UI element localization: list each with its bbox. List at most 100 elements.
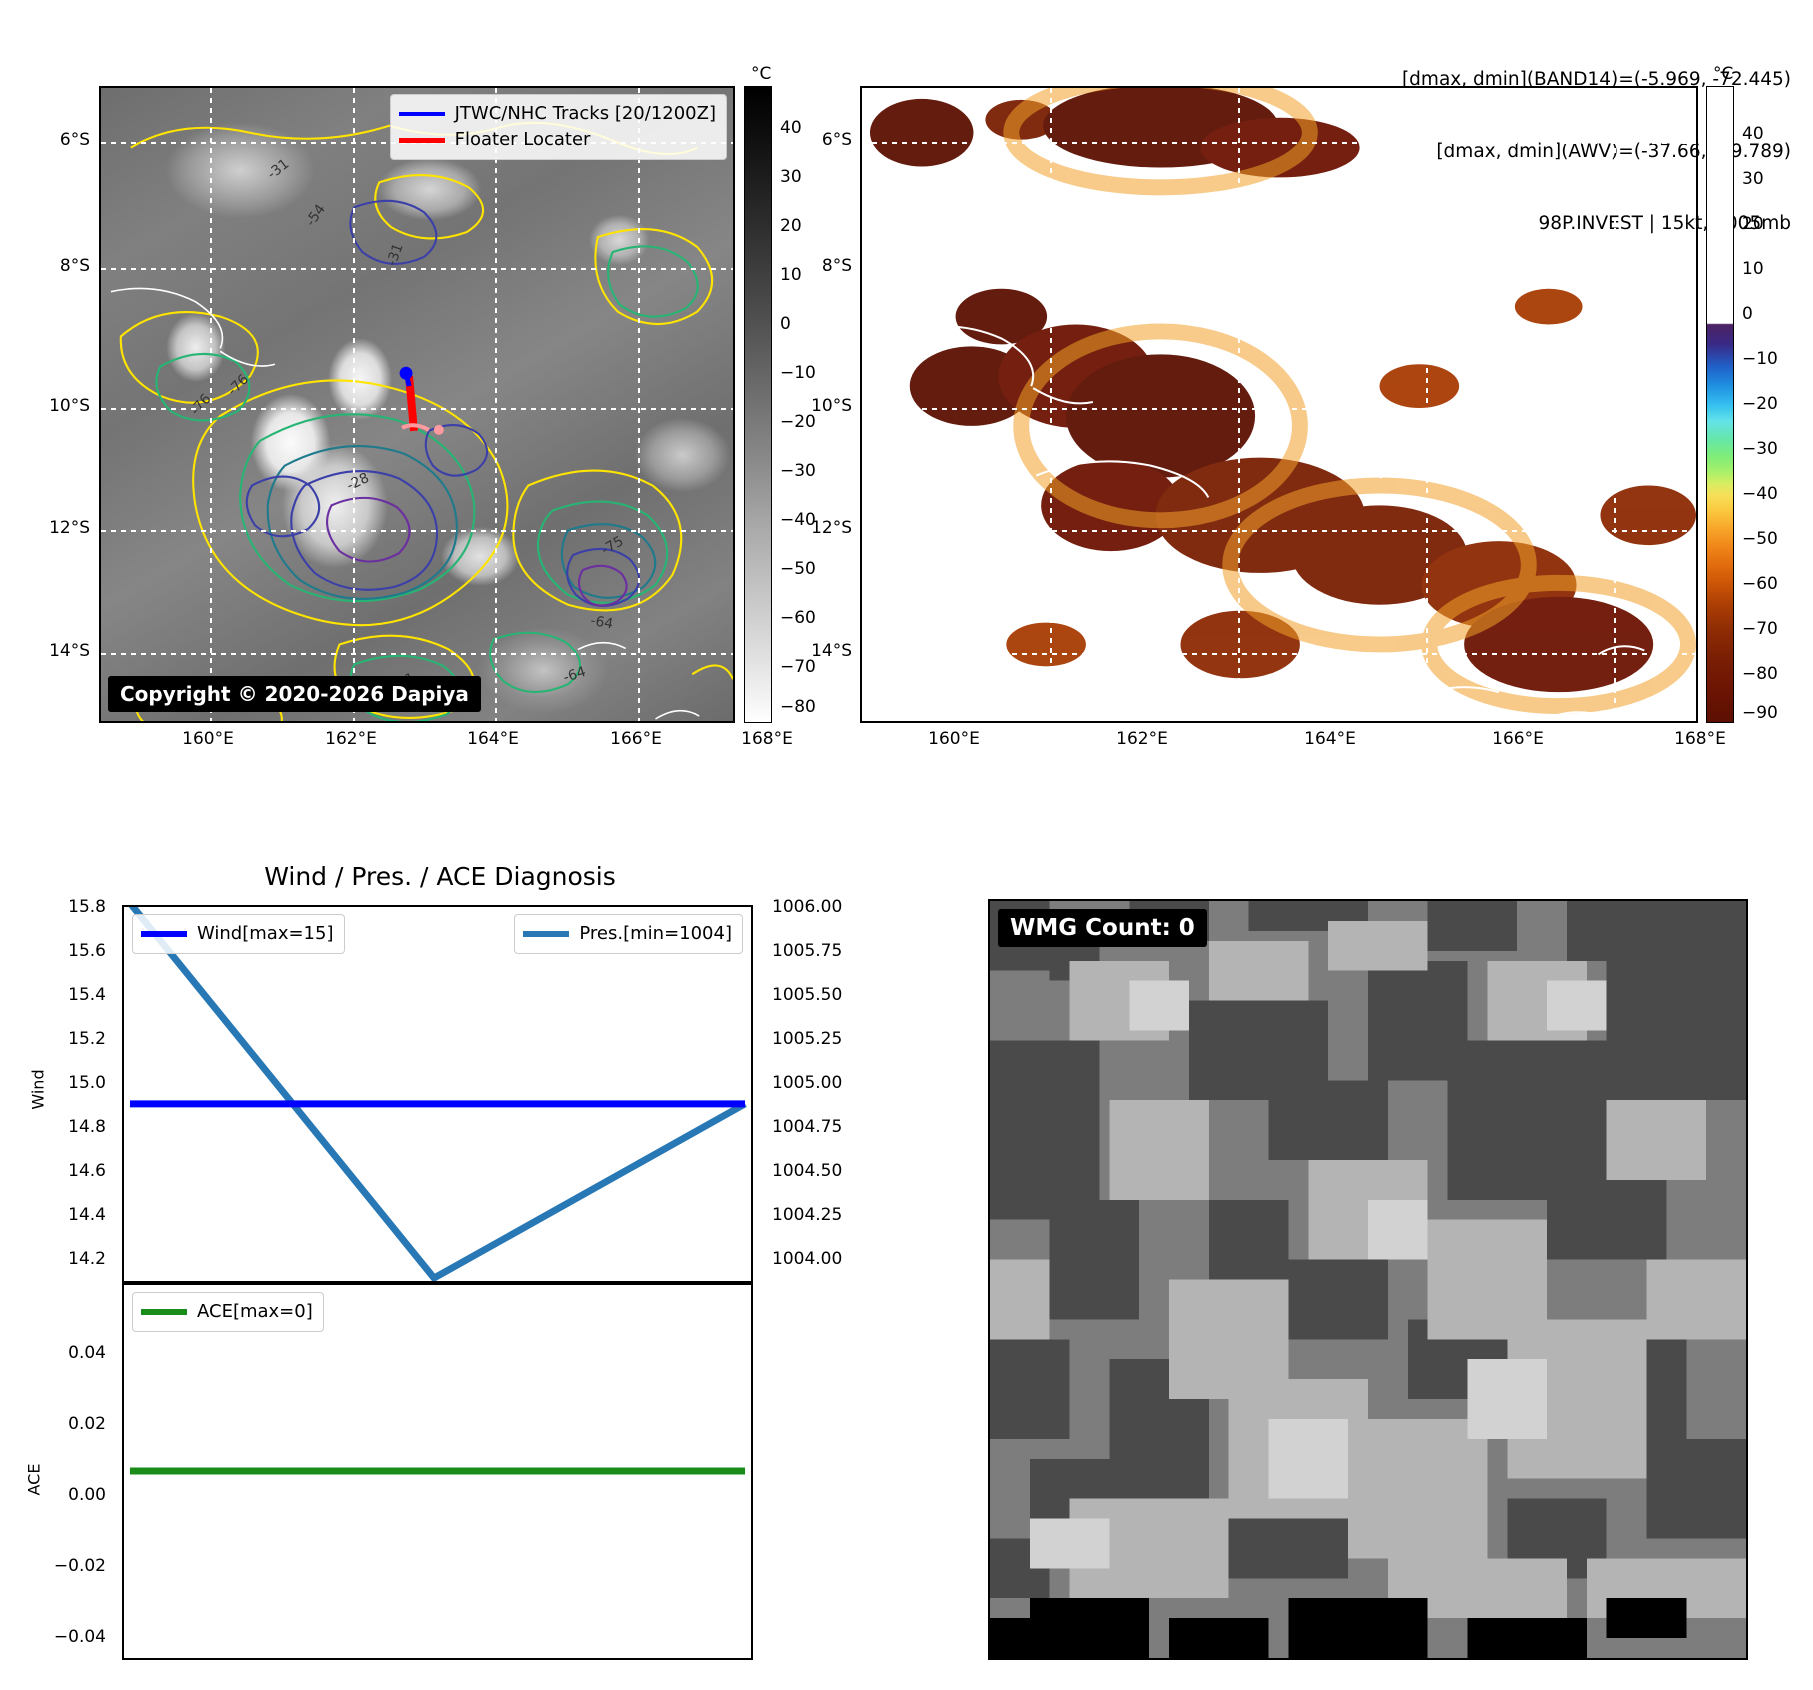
gray-cbar-tick-2: 20 xyxy=(780,216,802,236)
color-cbar-tick-1: 30 xyxy=(1742,169,1764,189)
color-colorbar xyxy=(1706,86,1734,723)
color-colorbar-gradient xyxy=(1707,87,1733,722)
wmg-count-tag: WMG Count: 0 xyxy=(998,909,1207,947)
pressure-ytick-4: 1005.00 xyxy=(772,1073,843,1093)
ace-ytick-4: −0.04 xyxy=(53,1627,106,1647)
color-cbar-tick-5: −10 xyxy=(1742,349,1778,369)
data-range-annotation: [dmax, dmin](BAND14)=(-5.969, -72.445) [… xyxy=(1402,20,1791,260)
wind-ytick-2: 15.4 xyxy=(68,985,106,1005)
color-lon-tick-2: 164°E xyxy=(1304,729,1356,749)
pressure-ytick-8: 1004.00 xyxy=(772,1249,843,1269)
color-lon-tick-3: 166°E xyxy=(1492,729,1544,749)
pressure-series-label: Pres.[min=1004] xyxy=(579,923,732,944)
floater-locater-label: Floater Locater xyxy=(454,129,591,151)
gray-lon-tick-0: 160°E xyxy=(182,729,234,749)
pressure-ytick-7: 1004.25 xyxy=(772,1205,843,1225)
svg-text:-64: -64 xyxy=(589,613,614,633)
wind-ytick-1: 15.6 xyxy=(68,941,106,961)
wind-series-swatch-icon xyxy=(141,931,187,938)
pressure-ytick-6: 1004.50 xyxy=(772,1161,843,1181)
gray-cbar-tick-3: 10 xyxy=(780,265,802,285)
ace-ytick-0: 0.04 xyxy=(68,1343,106,1363)
gray-colorbar-unit: °C xyxy=(751,64,772,84)
wind-ytick-5: 14.8 xyxy=(68,1117,106,1137)
gray-cbar-tick-12: −80 xyxy=(780,697,816,717)
legend-row-ace: ACE[max=0] xyxy=(141,1299,313,1325)
wind-ytick-8: 14.2 xyxy=(68,1249,106,1269)
color-cbar-tick-7: −30 xyxy=(1742,439,1778,459)
storm-track-overlay[interactable] xyxy=(101,88,733,721)
gray-cbar-tick-5: −10 xyxy=(780,363,816,383)
gray-colorbar xyxy=(744,86,772,723)
pressure-ytick-2: 1005.50 xyxy=(772,985,843,1005)
wind-ytick-3: 15.2 xyxy=(68,1029,106,1049)
ir-color-detail-overlay xyxy=(869,88,1696,721)
ir-color-map-panel[interactable] xyxy=(860,86,1698,723)
ace-ytick-1: 0.02 xyxy=(68,1414,106,1434)
wind-ytick-6: 14.6 xyxy=(68,1161,106,1181)
pressure-ytick-3: 1005.25 xyxy=(772,1029,843,1049)
pressure-ytick-1: 1005.75 xyxy=(772,941,843,961)
gray-cbar-tick-0: 40 xyxy=(780,118,802,138)
pressure-series-swatch-icon xyxy=(523,931,570,938)
wind-pressure-series-svg xyxy=(128,907,747,1281)
gray-cbar-tick-8: −40 xyxy=(780,510,816,530)
color-cbar-tick-2: 20 xyxy=(1742,214,1764,234)
gray-lat-tick-0: 6°S xyxy=(59,130,90,150)
ace-series-svg xyxy=(129,1467,746,1475)
color-lon-tick-4: 168°E xyxy=(1674,729,1726,749)
gray-lat-tick-2: 10°S xyxy=(49,396,90,416)
ir-grayscale-map-panel[interactable]: -31 -31 -31 -76 -76 -28 -75 -64 -64 -54 xyxy=(99,86,735,723)
track-legend: JTWC/NHC Tracks [20/1200Z] Floater Locat… xyxy=(389,94,727,161)
wind-ytick-0: 15.8 xyxy=(68,897,106,917)
diagnosis-chart-title: Wind / Pres. / ACE Diagnosis xyxy=(264,862,616,891)
jtwc-track-label: JTWC/NHC Tracks [20/1200Z] xyxy=(454,103,716,124)
color-cbar-tick-13: −90 xyxy=(1742,703,1778,723)
wind-ytick-4: 15.0 xyxy=(68,1073,106,1093)
color-lon-tick-0: 160°E xyxy=(928,729,980,749)
gray-cbar-tick-1: 30 xyxy=(780,167,802,187)
color-lat-tick-1: 8°S xyxy=(821,256,852,276)
gray-cbar-tick-4: 0 xyxy=(780,314,791,334)
gray-lat-tick-3: 12°S xyxy=(49,518,90,538)
color-cbar-tick-6: −20 xyxy=(1742,394,1778,414)
color-cbar-tick-3: 10 xyxy=(1742,259,1764,279)
gray-lat-tick-4: 14°S xyxy=(49,641,90,661)
gray-lat-tick-1: 8°S xyxy=(59,256,90,276)
wind-legend: Wind[max=15] xyxy=(132,914,345,955)
color-lat-tick-0: 6°S xyxy=(821,130,852,150)
gray-cbar-tick-7: −30 xyxy=(780,461,816,481)
wmg-pixel-imagery xyxy=(990,901,1746,1658)
color-lat-tick-4: 14°S xyxy=(811,641,852,661)
wmg-count-panel[interactable]: WMG Count: 0 xyxy=(988,899,1748,1660)
ace-ytick-2: 0.00 xyxy=(68,1485,106,1505)
jtwc-track-swatch-icon xyxy=(398,112,445,117)
pressure-ytick-5: 1004.75 xyxy=(772,1117,843,1137)
wind-pressure-plot[interactable]: Wind[max=15] Pres.[min=1004] xyxy=(122,905,753,1283)
ace-plot[interactable]: ACE[max=0] xyxy=(122,1283,753,1660)
svg-text:-31: -31 xyxy=(384,241,407,268)
ace-series-swatch-icon xyxy=(141,1309,187,1316)
gray-lon-tick-4: 168°E xyxy=(741,729,793,749)
dmax-band14: [dmax, dmin](BAND14)=(-5.969, -72.445) xyxy=(1401,69,1791,91)
color-colorbar-unit: °C xyxy=(1713,64,1734,84)
color-lat-tick-3: 12°S xyxy=(811,518,852,538)
ace-legend: ACE[max=0] xyxy=(132,1292,324,1333)
floater-locater-swatch-icon xyxy=(398,137,445,143)
ace-series-label: ACE[max=0] xyxy=(197,1301,313,1322)
color-cbar-tick-9: −50 xyxy=(1742,529,1778,549)
color-cbar-tick-8: −40 xyxy=(1742,484,1778,504)
gray-lon-tick-2: 164°E xyxy=(467,729,519,749)
ace-ytick-3: −0.02 xyxy=(53,1556,106,1576)
color-lon-tick-1: 162°E xyxy=(1116,729,1168,749)
pressure-legend: Pres.[min=1004] xyxy=(514,914,743,955)
color-cbar-tick-11: −70 xyxy=(1742,619,1778,639)
legend-row-floater: Floater Locater xyxy=(398,127,716,153)
color-cbar-tick-12: −80 xyxy=(1742,664,1778,684)
legend-row-tracks: JTWC/NHC Tracks [20/1200Z] xyxy=(398,101,716,127)
color-cbar-tick-0: 40 xyxy=(1742,124,1764,144)
color-lat-tick-2: 10°S xyxy=(811,396,852,416)
gray-cbar-tick-6: −20 xyxy=(780,412,816,432)
gray-cbar-tick-11: −70 xyxy=(780,657,816,677)
legend-row-wind: Wind[max=15] xyxy=(141,921,334,947)
